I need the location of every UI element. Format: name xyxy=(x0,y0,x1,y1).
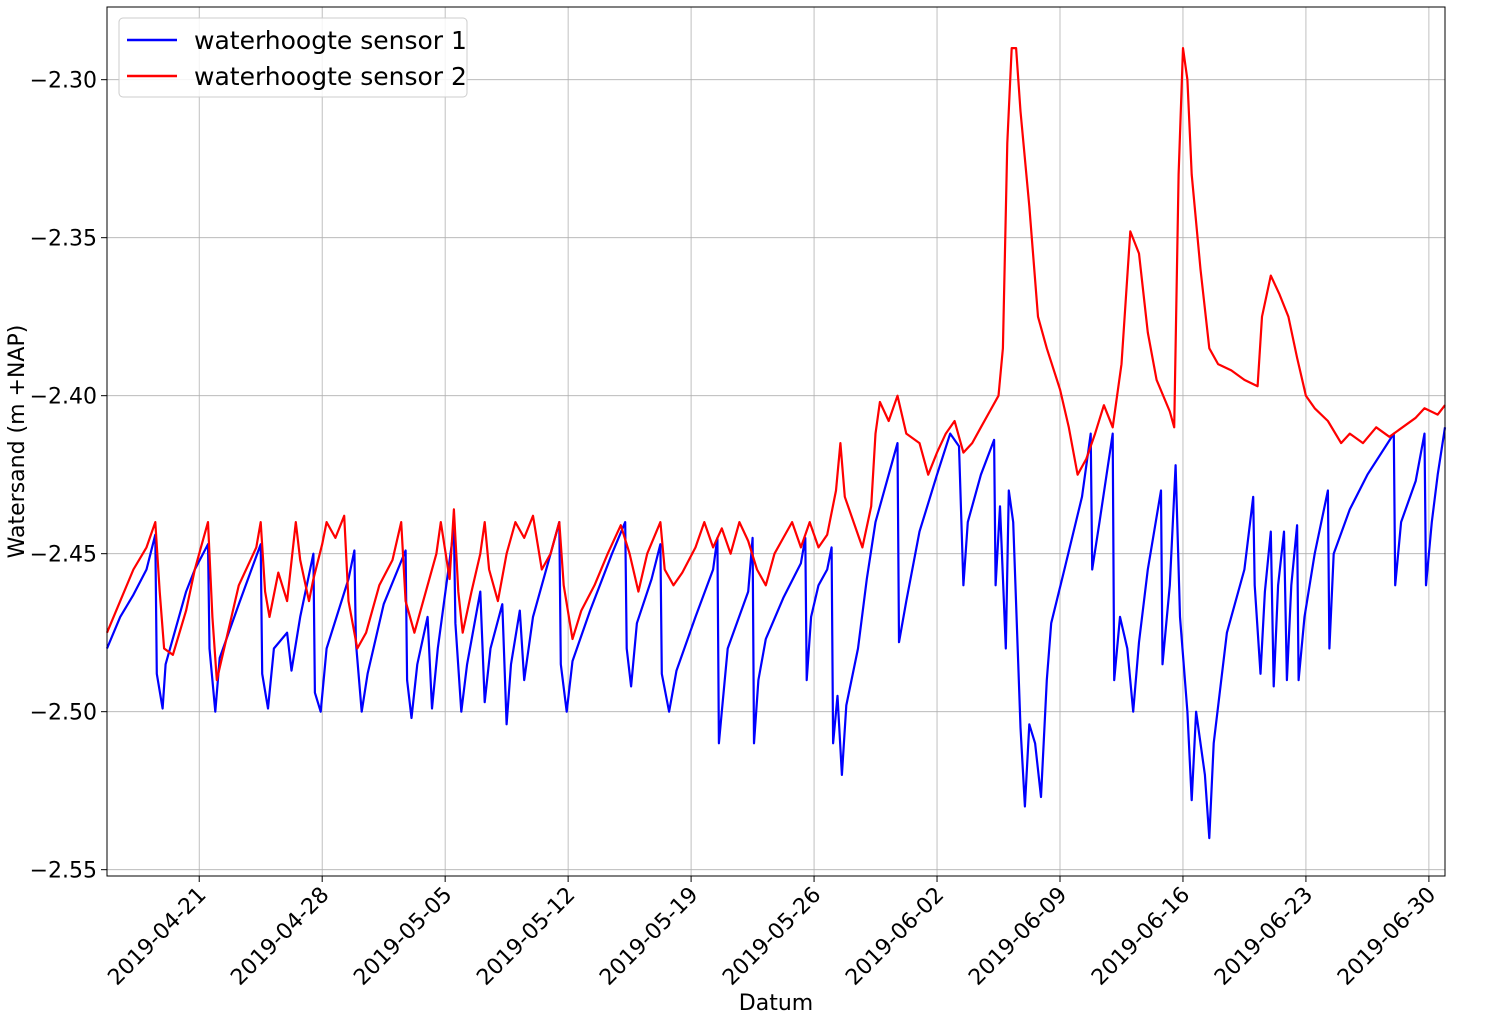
legend-label-sensor-1: waterhoogte sensor 1 xyxy=(194,26,467,55)
y-tick-label: −2.55 xyxy=(30,859,97,884)
y-tick-label: −2.45 xyxy=(30,543,97,568)
y-axis-label: Watersand (m +NAP) xyxy=(5,325,30,559)
legend: waterhoogte sensor 1 waterhoogte sensor … xyxy=(118,17,468,98)
grid xyxy=(107,7,1445,876)
series-lines xyxy=(105,46,1447,840)
legend-label-sensor-2: waterhoogte sensor 2 xyxy=(194,62,467,91)
y-tick-label: −2.35 xyxy=(30,227,97,252)
y-tick-label: −2.30 xyxy=(30,69,97,94)
plot-area-frame xyxy=(106,6,1446,877)
x-axis-label: Datum xyxy=(739,991,813,1016)
series-line-sensor-1 xyxy=(105,427,1447,840)
y-tick-label: −2.40 xyxy=(30,385,97,410)
y-axis-ticks: −2.55 −2.50 −2.45 −2.40 −2.35 −2.30 xyxy=(30,69,107,884)
legend-box xyxy=(118,17,468,98)
y-tick-label: −2.50 xyxy=(30,701,97,726)
series-line-sensor-2 xyxy=(105,46,1446,682)
